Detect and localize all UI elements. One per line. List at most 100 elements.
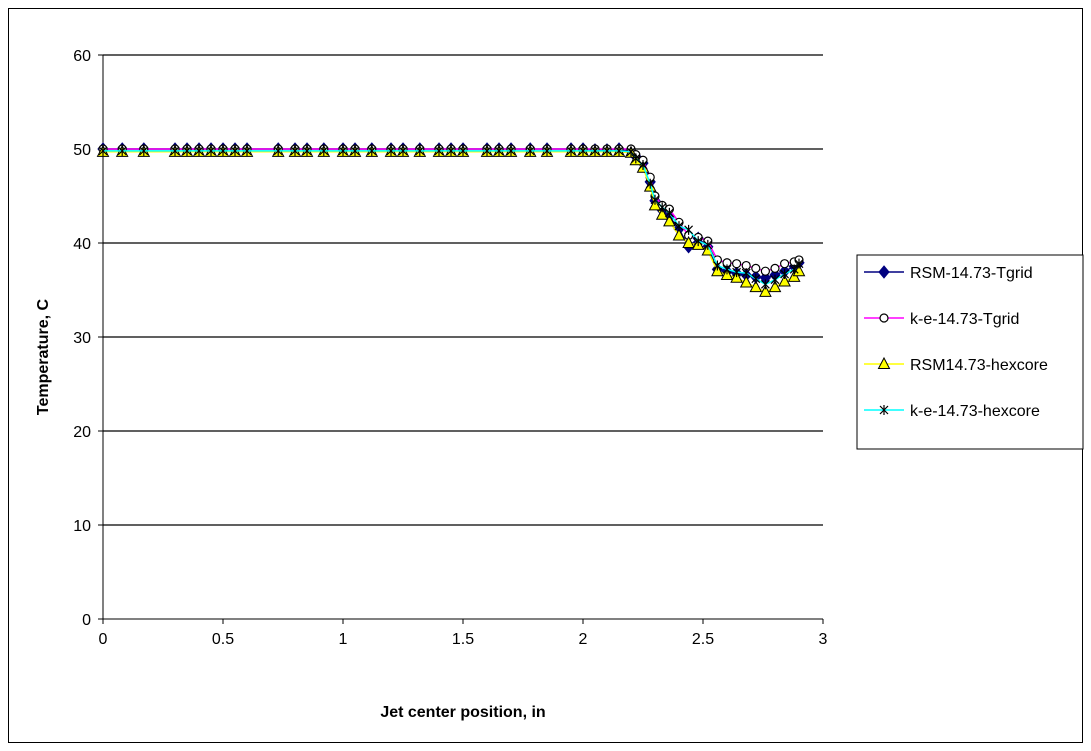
data-point	[626, 146, 636, 157]
data-point	[759, 284, 772, 297]
data-point	[722, 264, 732, 275]
data-point	[566, 145, 576, 156]
data-point	[703, 239, 713, 250]
series-0	[97, 142, 805, 285]
data-point	[732, 267, 742, 278]
data-point	[731, 259, 742, 269]
legend-label: RSM14.73-hexcore	[910, 357, 1048, 374]
data-point	[482, 145, 492, 156]
data-point	[590, 145, 600, 156]
data-point	[614, 145, 624, 156]
data-point	[290, 145, 300, 156]
data-point	[319, 145, 329, 156]
data-point	[779, 259, 790, 269]
data-point	[780, 269, 790, 280]
data-point	[434, 145, 444, 156]
data-point	[182, 145, 192, 156]
legend-label: k-e-14.73-Tgrid	[910, 311, 1019, 328]
data-point	[663, 214, 676, 227]
data-point	[655, 207, 669, 220]
legend-label: RSM-14.73-Tgrid	[910, 265, 1033, 282]
data-point	[741, 268, 751, 279]
data-point	[494, 145, 504, 156]
data-point	[645, 178, 655, 189]
series-line	[103, 148, 800, 279]
data-point	[386, 145, 396, 156]
legend-marker	[877, 356, 891, 369]
y-axis-title: Temperature, C	[35, 298, 52, 415]
data-point	[638, 159, 648, 170]
data-point	[398, 145, 408, 156]
data-point	[273, 145, 283, 156]
legend-items: RSM-14.73-Tgrid k-e-14.73-Tgrid RSM14.73-h…	[864, 265, 1048, 420]
series-2	[96, 144, 806, 297]
data-point	[242, 145, 252, 156]
data-point	[672, 228, 686, 241]
data-point	[770, 274, 780, 285]
data-point	[760, 279, 770, 290]
data-point	[712, 260, 722, 271]
data-point	[770, 263, 780, 273]
series-1	[98, 144, 804, 276]
data-point	[415, 145, 425, 156]
data-point	[446, 145, 456, 156]
series-line	[103, 150, 800, 286]
data-point	[506, 145, 516, 156]
data-point	[631, 153, 641, 164]
data-point	[350, 145, 360, 156]
data-point	[525, 145, 535, 156]
y-tick-label: 20	[73, 424, 91, 441]
data-point	[170, 145, 180, 156]
data-point	[218, 145, 228, 156]
data-point	[751, 263, 761, 273]
y-tick-label: 40	[73, 236, 91, 253]
x-tick-label: 2.5	[692, 631, 714, 648]
data-point	[458, 145, 468, 156]
legend-item: k-e-14.73-hexcore	[864, 403, 1040, 420]
data-point	[768, 280, 782, 293]
data-point	[760, 266, 771, 276]
legend-marker	[879, 405, 889, 415]
data-point	[302, 145, 312, 156]
legend-box	[856, 254, 1084, 450]
legend: RSM-14.73-Tgrid k-e-14.73-Tgrid RSM14.73-h…	[856, 254, 1084, 450]
data-point	[682, 235, 695, 248]
series-3	[98, 145, 804, 290]
legend-item: RSM-14.73-Tgrid	[864, 265, 1033, 282]
data-point	[117, 145, 127, 156]
x-tick-label: 2	[579, 631, 588, 648]
y-tick-label: 10	[73, 518, 91, 535]
series-layer	[96, 142, 806, 297]
data-point	[778, 274, 791, 287]
data-point	[542, 145, 552, 156]
legend-marker	[878, 265, 890, 279]
data-point	[657, 202, 667, 213]
data-point	[693, 236, 703, 247]
y-tick-label: 60	[73, 48, 91, 65]
data-point	[230, 145, 240, 156]
data-point	[206, 145, 216, 156]
x-tick-label: 1.5	[452, 631, 474, 648]
x-axis-title: Jet center position, in	[380, 704, 545, 721]
data-point	[194, 145, 204, 156]
legend-marker	[879, 313, 889, 323]
y-tick-label: 50	[73, 142, 91, 159]
data-point	[602, 145, 612, 156]
x-tick-label: 3	[819, 631, 828, 648]
series-line	[103, 151, 800, 293]
axis-ticks: 0 10 20 30 40 50 60 0 0.5 1 1.5 2 2.5 3	[73, 48, 827, 648]
y-tick-label: 30	[73, 330, 91, 347]
legend-item: RSM14.73-hexcore	[864, 356, 1048, 374]
grid-lines	[103, 54, 823, 526]
data-point	[792, 264, 806, 277]
data-point	[338, 145, 348, 156]
legend-label: k-e-14.73-hexcore	[910, 403, 1040, 420]
x-tick-label: 1	[339, 631, 348, 648]
data-point	[139, 145, 149, 156]
x-tick-label: 0.5	[212, 631, 234, 648]
x-tick-label: 0	[99, 631, 108, 648]
data-point	[674, 221, 684, 232]
data-point	[578, 145, 588, 156]
legend-item: k-e-14.73-Tgrid	[864, 311, 1019, 328]
